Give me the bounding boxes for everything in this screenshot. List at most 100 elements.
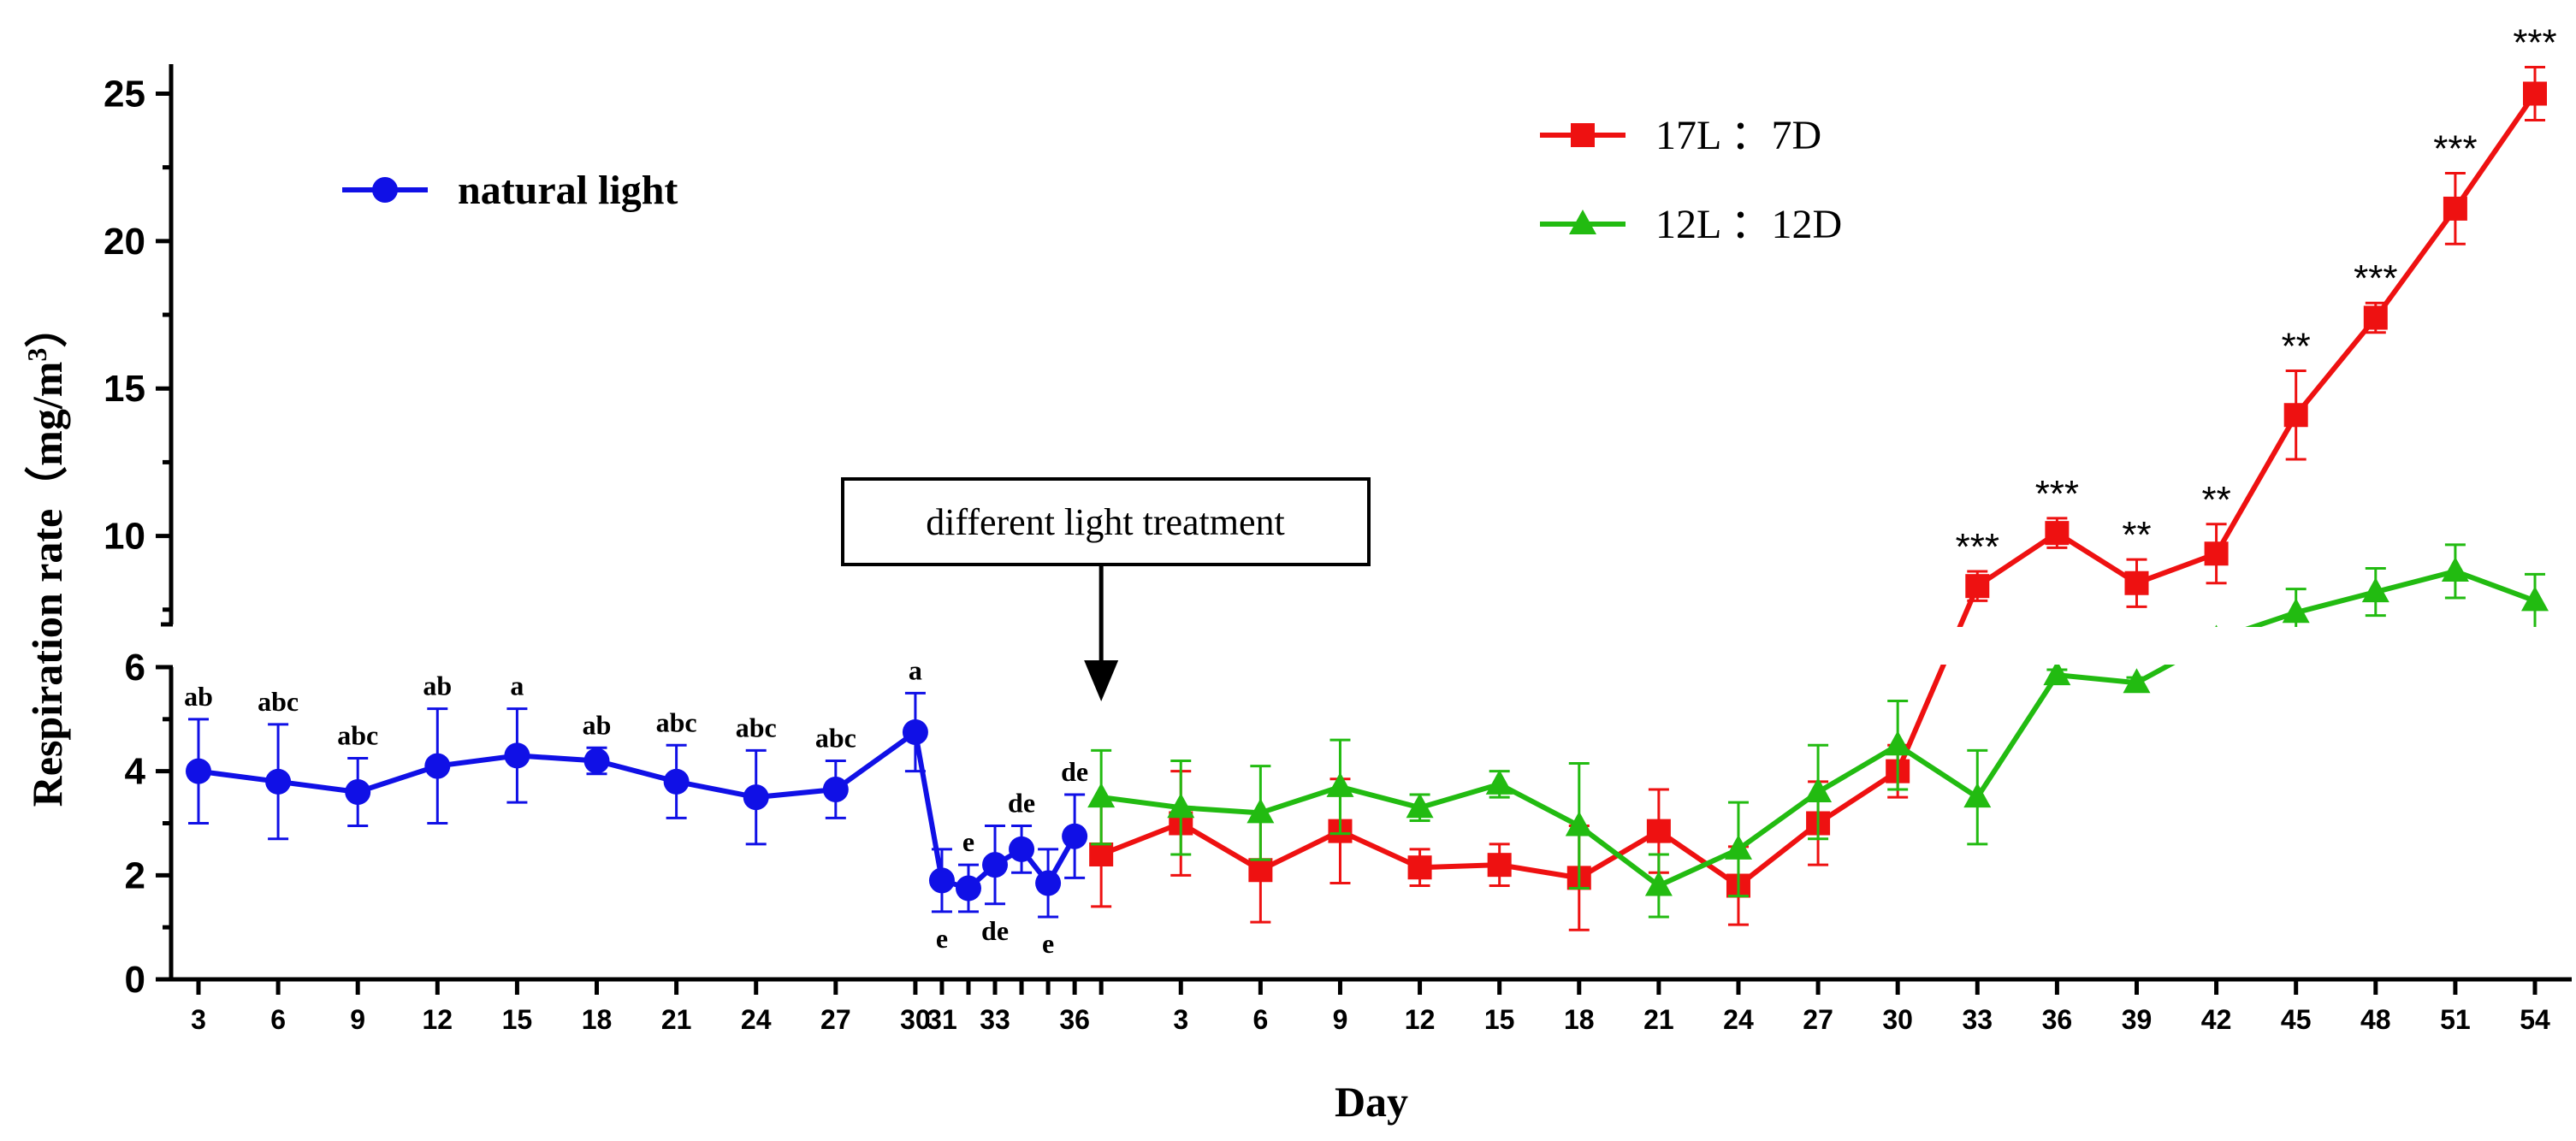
data-point (1963, 783, 1992, 808)
significance-label: ab (423, 671, 452, 701)
data-point (424, 753, 451, 779)
x-tick-label: 33 (980, 1004, 1010, 1035)
data-point (822, 776, 849, 802)
legend-item-0: natural light (342, 168, 678, 213)
data-point (1884, 730, 1912, 756)
data-point (1035, 870, 1062, 896)
axis-break-gap (174, 627, 2574, 665)
data-point (1724, 834, 1752, 860)
y-tick-label: 25 (104, 73, 145, 115)
y-tick-label: 2 (125, 854, 145, 896)
significance-label: abc (656, 706, 697, 737)
significance-label: a (909, 654, 922, 685)
legend-item-2: 12L ：12D (1540, 202, 1842, 247)
y-tick-label: 10 (104, 516, 145, 558)
x-tick-label: 15 (502, 1004, 533, 1035)
y-tick-label: 4 (125, 751, 146, 793)
x-tick-label: 21 (1643, 1004, 1674, 1035)
data-point (2363, 305, 2388, 330)
x-tick-label: 12 (1405, 1004, 1436, 1035)
data-point (2045, 521, 2070, 546)
annotation-arrow-head (1084, 660, 1119, 701)
data-point (1407, 855, 1432, 880)
significance-label: de (1061, 756, 1088, 787)
x-tick-label: 31 (927, 1004, 957, 1035)
data-point (2523, 81, 2547, 106)
data-point (2043, 660, 2071, 686)
data-point (2283, 403, 2308, 428)
data-point (1565, 811, 1593, 837)
data-point (1087, 783, 1116, 808)
significance-stars: *** (2035, 473, 2079, 515)
significance-label: abc (736, 712, 777, 742)
series-line (198, 730, 1077, 891)
significance-stars: ** (2282, 326, 2311, 368)
x-tick-label: 36 (1059, 1004, 1090, 1035)
legend-label: 12L ：12D (1655, 202, 1842, 247)
data-point (265, 768, 292, 795)
significance-label: abc (337, 719, 378, 750)
x-tick-label: 36 (2042, 1004, 2073, 1035)
x-tick-label: 39 (2122, 1004, 2153, 1035)
data-point (1646, 819, 1671, 843)
data-point (1487, 853, 1512, 878)
x-axis-title: Day (1335, 1078, 1408, 1126)
x-tick-label: 24 (741, 1004, 772, 1035)
data-point (1062, 823, 1088, 849)
significance-stars: ** (2201, 479, 2230, 521)
data-point (1167, 793, 1195, 819)
x-tick-label: 54 (2520, 1004, 2550, 1035)
data-point (1485, 769, 1513, 795)
annotation-box (841, 477, 1371, 566)
significance-label: e (1042, 928, 1054, 959)
significance-label: de (981, 915, 1009, 946)
data-point (1009, 836, 1035, 862)
data-point (2443, 196, 2467, 221)
significance-stars: *** (2433, 128, 2477, 170)
x-tick-label: 12 (423, 1004, 453, 1035)
significance-label: abc (258, 686, 299, 717)
y-tick-label: 15 (104, 368, 145, 410)
x-tick-label: 6 (1252, 1004, 1268, 1035)
significance-label: a (510, 671, 524, 701)
data-point (583, 748, 610, 774)
data-point (345, 779, 371, 805)
data-point (2124, 570, 2149, 595)
x-tick-label: 33 (1962, 1004, 1993, 1035)
significance-stars: ** (2122, 514, 2151, 556)
x-tick-label: 42 (2201, 1004, 2232, 1035)
x-tick-label: 27 (1803, 1004, 1833, 1035)
data-point (504, 742, 530, 769)
x-tick-label: 3 (191, 1004, 206, 1035)
data-point (928, 867, 955, 894)
x-tick-label: 21 (661, 1004, 692, 1035)
data-point (1965, 574, 1990, 599)
data-point (955, 875, 981, 902)
significance-label: ab (184, 681, 213, 712)
x-tick-label: 51 (2440, 1004, 2471, 1035)
x-tick-label: 27 (820, 1004, 851, 1035)
data-point (2441, 556, 2469, 582)
data-point (1326, 772, 1354, 797)
series-0 (186, 691, 1088, 919)
data-point (1089, 842, 1114, 866)
x-tick-label: 48 (2360, 1004, 2391, 1035)
significance-stars: *** (1956, 526, 1999, 568)
data-point (1248, 858, 1273, 883)
data-point (1406, 793, 1434, 819)
x-tick-label: 9 (350, 1004, 365, 1035)
significance-label: abc (815, 723, 856, 754)
x-tick-label: 15 (1484, 1004, 1515, 1035)
significance-label: ab (583, 709, 612, 740)
y-axis-title: Respiration rate（mg/m3） (21, 305, 71, 807)
series-2 (1087, 543, 2549, 919)
legend-label: natural light (458, 168, 678, 213)
y-tick-label: 0 (125, 959, 145, 1001)
legend-label: 17L ：7D (1655, 113, 1821, 158)
significance-label: e (962, 826, 974, 857)
data-point (2123, 668, 2151, 694)
x-tick-label: 6 (270, 1004, 286, 1035)
annotation-text: different light treatment (926, 501, 1284, 543)
